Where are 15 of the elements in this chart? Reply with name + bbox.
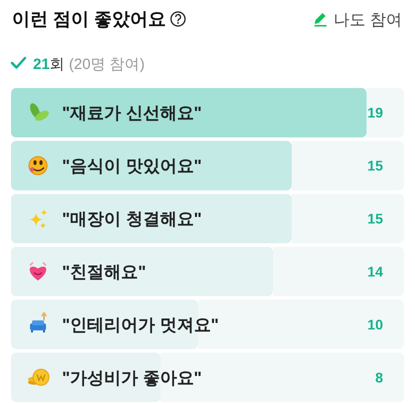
subtitle: 21회 (20명 참여) <box>33 56 145 73</box>
category-label: "재료가 신선해요" <box>62 104 202 123</box>
value-label: 8 <box>375 369 383 386</box>
value-label: 19 <box>367 104 383 121</box>
category-label: "친절해요" <box>62 262 146 282</box>
value-label: 14 <box>367 263 383 280</box>
category-label: "가성비가 좋아요" <box>62 368 202 388</box>
title: 이런 점이 좋았어요 <box>12 9 166 29</box>
value-label: 15 <box>367 158 383 174</box>
category-label: "인테리어가 멋져요" <box>62 315 219 334</box>
category-label: "매장이 청결해요" <box>62 210 202 229</box>
category-label: "음식이 맛있어요" <box>62 156 202 176</box>
annotation: 나도 참여 <box>334 12 402 29</box>
value-label: 10 <box>367 316 383 332</box>
value-label: 15 <box>367 210 383 227</box>
